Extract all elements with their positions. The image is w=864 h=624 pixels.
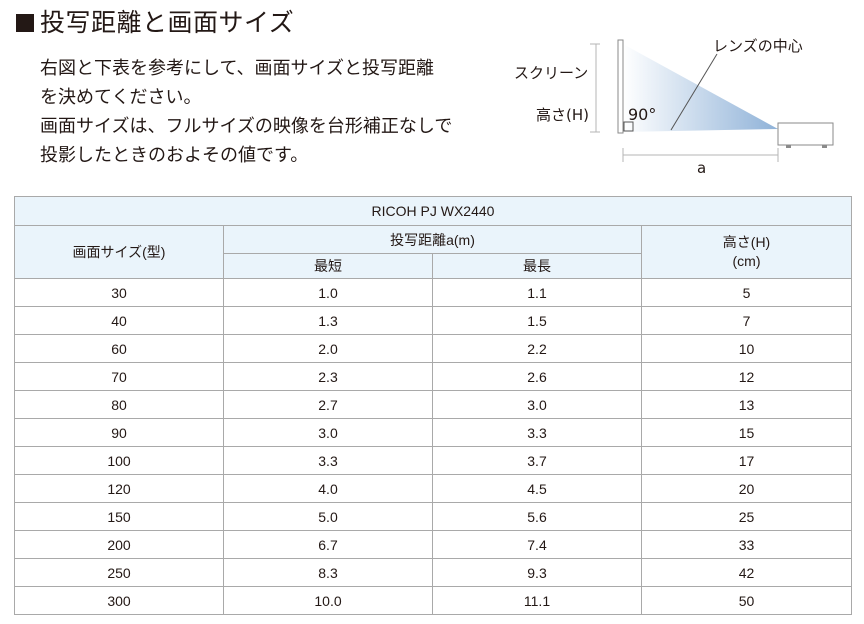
table-cell: 3.0 bbox=[432, 390, 642, 419]
table-header-row: 画面サイズ(型) 投写距離a(m) 高さ(H) (cm) bbox=[14, 225, 852, 279]
projector-foot-right bbox=[822, 145, 827, 148]
table-cell: 40 bbox=[14, 306, 224, 335]
header-screen-size: 画面サイズ(型) bbox=[14, 225, 224, 279]
distance-label: a bbox=[697, 159, 706, 177]
intro-line-4: 投影したときのおよその値です。 bbox=[40, 145, 309, 166]
table-cell: 4.0 bbox=[223, 474, 433, 503]
table-cell: 1.1 bbox=[432, 278, 642, 307]
header-height-line1: 高さ(H) bbox=[722, 234, 771, 250]
table-row: 40 1.3 1.5 7 bbox=[14, 306, 852, 335]
table-cell: 70 bbox=[14, 362, 224, 391]
table-cell: 11.1 bbox=[432, 586, 642, 615]
table-cell: 300 bbox=[14, 586, 224, 615]
screen-label: スクリーン bbox=[514, 64, 588, 82]
height-label: 高さ(H) bbox=[536, 106, 589, 124]
angle-label: 90° bbox=[628, 105, 656, 124]
table-cell: 50 bbox=[641, 586, 852, 615]
table-cell: 100 bbox=[14, 446, 224, 475]
page-title-text: 投写距離と画面サイズ bbox=[40, 8, 295, 37]
table-cell: 3.7 bbox=[432, 446, 642, 475]
table-row: 300 10.0 11.1 50 bbox=[14, 586, 852, 615]
table-model-row: RICOH PJ WX2440 bbox=[14, 196, 852, 226]
header-projection-distance: 投写距離a(m) bbox=[223, 225, 642, 254]
projector-body bbox=[777, 122, 834, 146]
page-title: 投写距離と画面サイズ bbox=[16, 6, 294, 40]
projection-distance-table: RICOH PJ WX2440 画面サイズ(型) 投写距離a(m) 高さ(H) … bbox=[14, 196, 852, 615]
table-row: 200 6.7 7.4 33 bbox=[14, 530, 852, 559]
lens-leader-line bbox=[670, 53, 718, 131]
table-row: 80 2.7 3.0 13 bbox=[14, 390, 852, 419]
table-row: 120 4.0 4.5 20 bbox=[14, 474, 852, 503]
table-cell: 6.7 bbox=[223, 530, 433, 559]
model-name: RICOH PJ WX2440 bbox=[14, 196, 852, 226]
table-cell: 4.5 bbox=[432, 474, 642, 503]
projector-foot-left bbox=[786, 145, 791, 148]
table-cell: 200 bbox=[14, 530, 224, 559]
square-bullet-icon bbox=[16, 14, 34, 32]
table-row: 70 2.3 2.6 12 bbox=[14, 362, 852, 391]
table-cell: 10.0 bbox=[223, 586, 433, 615]
table-row: 250 8.3 9.3 42 bbox=[14, 558, 852, 587]
table-cell: 3.3 bbox=[223, 446, 433, 475]
table-cell: 1.0 bbox=[223, 278, 433, 307]
intro-line-2: を決めてください。 bbox=[40, 87, 202, 108]
table-cell: 5.6 bbox=[432, 502, 642, 531]
table-row: 30 1.0 1.1 5 bbox=[14, 278, 852, 307]
table-cell: 2.3 bbox=[223, 362, 433, 391]
table-row: 150 5.0 5.6 25 bbox=[14, 502, 852, 531]
table-cell: 90 bbox=[14, 418, 224, 447]
table-cell: 15 bbox=[641, 418, 852, 447]
table-cell: 30 bbox=[14, 278, 224, 307]
table-row: 60 2.0 2.2 10 bbox=[14, 334, 852, 363]
table-cell: 1.3 bbox=[223, 306, 433, 335]
header-height: 高さ(H) (cm) bbox=[641, 225, 852, 279]
table-cell: 3.0 bbox=[223, 418, 433, 447]
table-cell: 150 bbox=[14, 502, 224, 531]
table-cell: 2.6 bbox=[432, 362, 642, 391]
table-cell: 2.7 bbox=[223, 390, 433, 419]
table-cell: 2.2 bbox=[432, 334, 642, 363]
right-angle-marker bbox=[623, 121, 634, 132]
table-cell: 5.0 bbox=[223, 502, 433, 531]
table-cell: 8.3 bbox=[223, 558, 433, 587]
table-cell: 17 bbox=[641, 446, 852, 475]
table-cell: 10 bbox=[641, 334, 852, 363]
table-cell: 7.4 bbox=[432, 530, 642, 559]
table-cell: 2.0 bbox=[223, 334, 433, 363]
table-cell: 7 bbox=[641, 306, 852, 335]
table-cell: 12 bbox=[641, 362, 852, 391]
table-cell: 1.5 bbox=[432, 306, 642, 335]
table-cell: 60 bbox=[14, 334, 224, 363]
table-cell: 13 bbox=[641, 390, 852, 419]
table-row: 90 3.0 3.3 15 bbox=[14, 418, 852, 447]
table-cell: 80 bbox=[14, 390, 224, 419]
table-cell: 5 bbox=[641, 278, 852, 307]
header-min: 最短 bbox=[223, 253, 433, 279]
table-cell: 120 bbox=[14, 474, 224, 503]
table-cell: 25 bbox=[641, 502, 852, 531]
table-row: 100 3.3 3.7 17 bbox=[14, 446, 852, 475]
table-cell: 42 bbox=[641, 558, 852, 587]
projection-diagram: スクリーン 高さ(H) 90° レンズの中心 a bbox=[510, 30, 855, 180]
header-max: 最長 bbox=[432, 253, 642, 279]
intro-text: 右図と下表を参考にして、画面サイズと投写距離 を決めてください。 画面サイズは、… bbox=[40, 54, 500, 170]
screen-shape bbox=[617, 39, 624, 134]
intro-line-3: 画面サイズは、フルサイズの映像を台形補正なしで bbox=[40, 116, 453, 137]
table-cell: 250 bbox=[14, 558, 224, 587]
intro-line-1: 右図と下表を参考にして、画面サイズと投写距離 bbox=[40, 58, 435, 79]
table-cell: 9.3 bbox=[432, 558, 642, 587]
table-cell: 33 bbox=[641, 530, 852, 559]
lens-center-label: レンズの中心 bbox=[713, 37, 803, 55]
table-cell: 3.3 bbox=[432, 418, 642, 447]
projection-beam bbox=[623, 44, 778, 132]
projection-diagram-svg: スクリーン 高さ(H) 90° レンズの中心 a bbox=[514, 37, 834, 177]
table-cell: 20 bbox=[641, 474, 852, 503]
header-height-line2: (cm) bbox=[732, 253, 761, 269]
